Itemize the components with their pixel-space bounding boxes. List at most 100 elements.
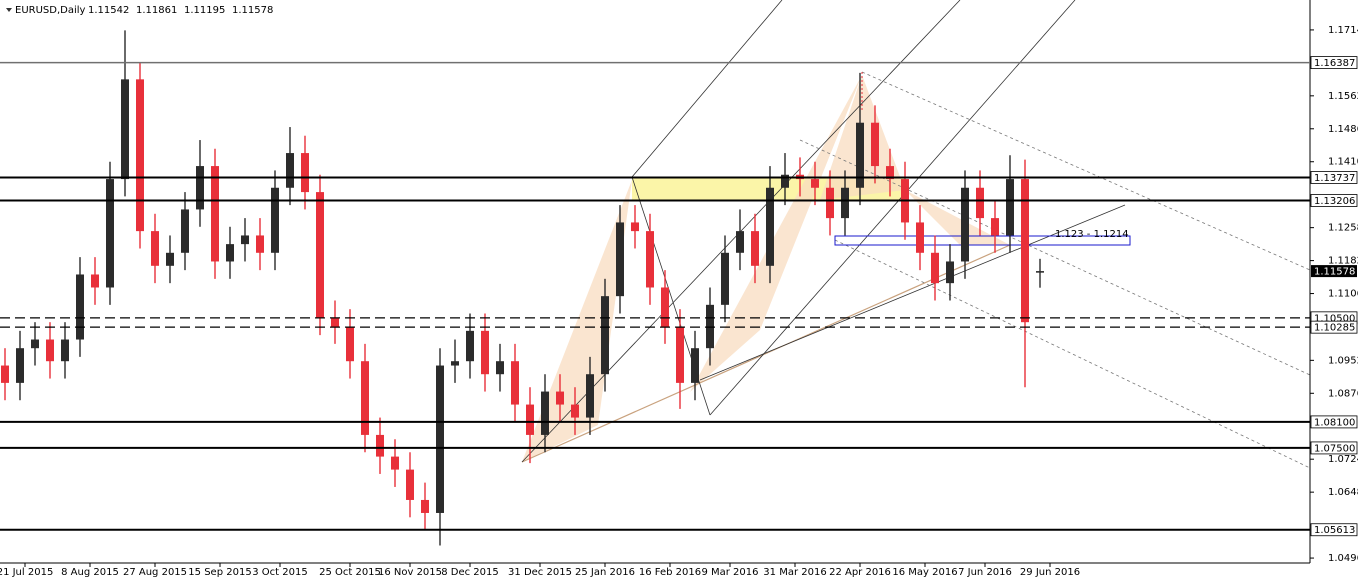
candle-body — [91, 274, 99, 288]
level-label: 1.08100 — [1314, 417, 1355, 428]
y-tick-label: 1.14860 — [1328, 124, 1358, 135]
candle-body — [826, 187, 834, 219]
candle-body — [781, 174, 789, 188]
pitchfork-line — [709, 0, 1076, 416]
ohlc-high: 1.11861 — [136, 5, 177, 16]
last-price-label: 1.11578 — [1314, 267, 1355, 278]
x-tick-label: 31 Dec 2015 — [508, 567, 572, 578]
candle-body — [601, 296, 609, 375]
candle-body — [61, 339, 69, 362]
candle-body — [646, 231, 654, 288]
candle-body — [166, 252, 174, 266]
candle-body — [136, 79, 144, 232]
level-label-box — [1310, 194, 1358, 207]
candle-body — [721, 252, 729, 305]
y-tick-label: 1.17140 — [1328, 25, 1358, 36]
candle-body — [181, 209, 189, 253]
candle-body — [841, 187, 849, 219]
candle-body — [961, 187, 969, 262]
pattern-triangle — [905, 190, 1010, 245]
trend-line — [521, 244, 1011, 463]
x-tick-label: 25 Oct 2015 — [319, 567, 381, 578]
x-tick-label: 29 Jun 2016 — [1020, 567, 1080, 578]
candle-body — [946, 261, 954, 284]
candle-body — [511, 361, 519, 405]
candle-body — [286, 153, 294, 188]
candle-body — [691, 348, 699, 383]
channel-line — [861, 71, 1311, 271]
candle-body — [481, 330, 489, 375]
x-tick-label: 8 Aug 2015 — [61, 567, 119, 578]
candle-body — [991, 218, 999, 236]
x-tick-label: 16 Nov 2015 — [378, 567, 442, 578]
candle-body — [676, 326, 684, 383]
candle-body — [151, 231, 159, 266]
candle-body — [46, 339, 54, 362]
candle-body — [271, 187, 279, 253]
annotation: 1.123 - 1.1214 — [1055, 229, 1129, 240]
x-tick-label: 22 Apr 2016 — [829, 567, 891, 578]
y-tick-label: 1.15620 — [1328, 91, 1358, 102]
candle-body — [541, 391, 549, 435]
candle-body — [316, 192, 324, 318]
candle-body — [106, 179, 114, 288]
candle-body — [766, 187, 774, 266]
x-tick-label: 31 Mar 2016 — [763, 567, 826, 578]
x-tick-label: 7 Jun 2016 — [958, 567, 1012, 578]
x-tick-label: 16 May 2016 — [892, 567, 957, 578]
pitchfork-line — [521, 0, 961, 463]
level-label-box — [1310, 56, 1358, 69]
candle-body — [256, 235, 264, 253]
candle-body — [976, 187, 984, 219]
candle-body — [631, 222, 639, 232]
last-price-box — [1311, 265, 1357, 278]
candle-body — [346, 326, 354, 362]
y-tick-label: 1.09520 — [1328, 355, 1358, 366]
level-label-box — [1310, 415, 1358, 429]
candle-body — [226, 244, 234, 262]
candle-body — [871, 122, 879, 167]
candle-body — [451, 361, 459, 366]
y-tick-label: 1.07240 — [1328, 454, 1358, 465]
x-tick-label: 8 Dec 2015 — [441, 567, 499, 578]
ohlc-open: 1.11542 — [88, 5, 129, 16]
y-tick-label: 1.14100 — [1328, 157, 1358, 168]
candle-body — [421, 499, 429, 513]
candle-body — [301, 153, 309, 193]
candle-body — [856, 122, 864, 188]
candle-body — [586, 374, 594, 418]
candle-body — [376, 434, 384, 457]
level-label: 1.16387 — [1314, 58, 1355, 69]
x-tick-label: 15 Sep 2015 — [188, 567, 251, 578]
candle-body — [466, 330, 474, 362]
x-tick-label: 25 Jan 2016 — [575, 567, 635, 578]
y-tick-label: 1.06480 — [1328, 487, 1358, 498]
candle-body — [1021, 179, 1029, 323]
candle-body — [886, 166, 894, 180]
x-tick-label: 16 Feb 2016 — [639, 567, 701, 578]
level-label-box — [1310, 171, 1358, 184]
candle-body — [16, 348, 24, 383]
candle-body — [931, 252, 939, 284]
y-tick-label: 1.11820 — [1328, 256, 1358, 267]
candle-body — [1, 365, 9, 383]
candle-body — [331, 317, 339, 327]
candle-body — [76, 274, 84, 340]
menu-arrow[interactable] — [6, 8, 12, 12]
candle-body — [31, 339, 39, 349]
candle-body — [556, 391, 564, 405]
candle-body — [196, 166, 204, 210]
candle-body — [211, 166, 219, 262]
channel-line — [699, 204, 1126, 381]
y-tick-label: 1.04960 — [1328, 553, 1358, 564]
channel-line — [799, 139, 1311, 376]
candle-body — [661, 287, 669, 327]
pattern-triangle — [522, 180, 632, 462]
level-label: 1.10285 — [1314, 323, 1355, 334]
candle-body — [406, 469, 414, 500]
level-label: 1.10500 — [1314, 313, 1355, 324]
ohlc-close: 1.11578 — [232, 5, 273, 16]
candle-body — [916, 222, 924, 253]
level-label: 1.07500 — [1314, 443, 1355, 454]
